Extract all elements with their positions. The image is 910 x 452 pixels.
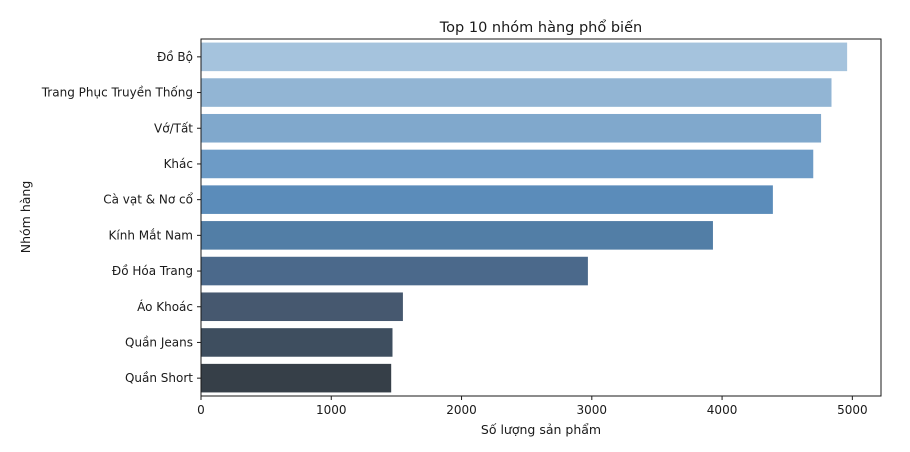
x-tick-label: 2000 (446, 403, 477, 417)
y-axis-title: Nhóm hàng (18, 181, 33, 254)
y-axis-tick-labels: Đồ Bộ Trang Phục Truyền Thống Vớ/Tất Khác Cà… (41, 50, 201, 385)
y-tick-label: Kính Mắt Nam (109, 228, 193, 242)
y-tick-label: Khác (164, 157, 193, 171)
x-tick-label: 4000 (707, 403, 738, 417)
bars-group (201, 42, 848, 393)
bar-7 (201, 256, 588, 286)
chart-title: Top 10 nhóm hàng phổ biến (439, 19, 642, 36)
x-tick-label: 0 (197, 403, 205, 417)
y-tick-label: Đồ Hóa Trang (112, 264, 193, 278)
bar-8 (201, 292, 403, 322)
y-tick-label: Đồ Bộ (157, 50, 193, 64)
bar-4 (201, 149, 814, 179)
bar-9 (201, 328, 393, 357)
y-tick-label: Vớ/Tất (154, 121, 193, 135)
bar-10 (201, 363, 392, 393)
y-tick-label: Cà vạt & Nơ cổ (103, 193, 193, 207)
bar-3 (201, 113, 822, 143)
x-tick-label: 1000 (316, 403, 347, 417)
y-tick-label: Quần Jeans (125, 335, 193, 349)
x-tick-label: 5000 (837, 403, 868, 417)
bar-1 (201, 42, 848, 72)
x-axis-title: Số lượng sản phẩm (481, 422, 601, 437)
bar-6 (201, 221, 713, 250)
x-tick-label: 3000 (577, 403, 608, 417)
bar-2 (201, 78, 832, 107)
plot-frame (200, 38, 882, 397)
bar-5 (201, 185, 773, 214)
x-axis-ticks: 0 1000 2000 3000 4000 5000 (197, 396, 868, 417)
y-tick-label: Áo Khoác (137, 299, 193, 314)
y-tick-label: Trang Phục Truyền Thống (41, 86, 193, 100)
y-tick-label: Quần Short (125, 371, 193, 385)
